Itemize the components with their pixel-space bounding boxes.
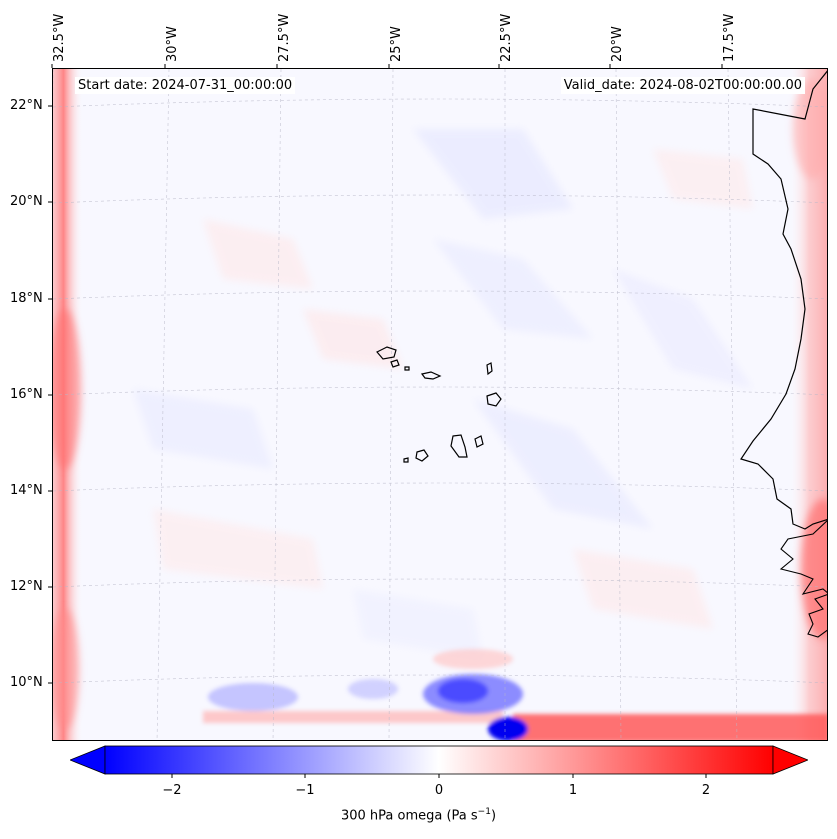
colorbar-label: 300 hPa omega (Pa s−1): [340, 807, 497, 824]
lat-label-10n: 10°N: [10, 675, 43, 690]
map-panel: Start date: 2024-07-31_00:00:00 Valid_da…: [52, 68, 828, 741]
colorbar-tick-minus-1: −1: [295, 783, 315, 798]
omega-blob: [413, 129, 573, 219]
west-africa-coastline: [740, 70, 827, 530]
island-maio: [474, 435, 484, 448]
omega-blob: [133, 389, 273, 469]
lat-label-18n: 18°N: [10, 291, 43, 306]
colorbar-tick-minus-2: −2: [162, 783, 182, 798]
colorbar-extend-high: [772, 745, 808, 775]
omega-blob: [203, 219, 313, 289]
west-africa-coastline: [779, 520, 827, 595]
island-santo-antao: [376, 346, 397, 360]
colorbar-gradient: [104, 745, 774, 775]
colorbar-tick-1: 1: [568, 783, 578, 798]
omega-field: [53, 69, 827, 740]
colorbar-tick-0: 0: [434, 783, 444, 798]
island-fogo: [415, 449, 429, 462]
lat-label-12n: 12°N: [10, 579, 43, 594]
island-santa-luzia: [404, 366, 410, 371]
island-sal: [486, 362, 493, 376]
island-brava: [403, 457, 409, 463]
lat-label-22n: 22°N: [10, 98, 43, 113]
lat-label-16n: 16°N: [10, 387, 43, 402]
island-boa-vista: [486, 392, 502, 407]
lat-label-20n: 20°N: [10, 194, 43, 209]
colorbar: [70, 745, 808, 778]
start-date-label: Start date: 2024-07-31_00:00:00: [75, 77, 296, 94]
island-sao-vicente: [390, 359, 400, 368]
island-santiago: [450, 434, 468, 458]
omega-blob: [613, 269, 753, 389]
omega-blob: [153, 509, 323, 589]
graticule: [53, 69, 827, 740]
lat-label-14n: 14°N: [10, 483, 43, 498]
valid-date-label: Valid_date: 2024-08-02T00:00:00.00: [560, 77, 805, 94]
omega-blob: [433, 239, 593, 339]
omega-blob: [573, 549, 713, 629]
omega-blob: [653, 149, 753, 209]
omega-blob: [473, 399, 653, 529]
omega-blob: [353, 589, 483, 659]
west-africa-coastline: [807, 594, 827, 638]
colorbar-extend-low: [70, 745, 106, 775]
colorbar-tick-2: 2: [701, 783, 711, 798]
cape-verde-islands: [376, 346, 502, 463]
island-sao-nicolau: [420, 371, 442, 380]
